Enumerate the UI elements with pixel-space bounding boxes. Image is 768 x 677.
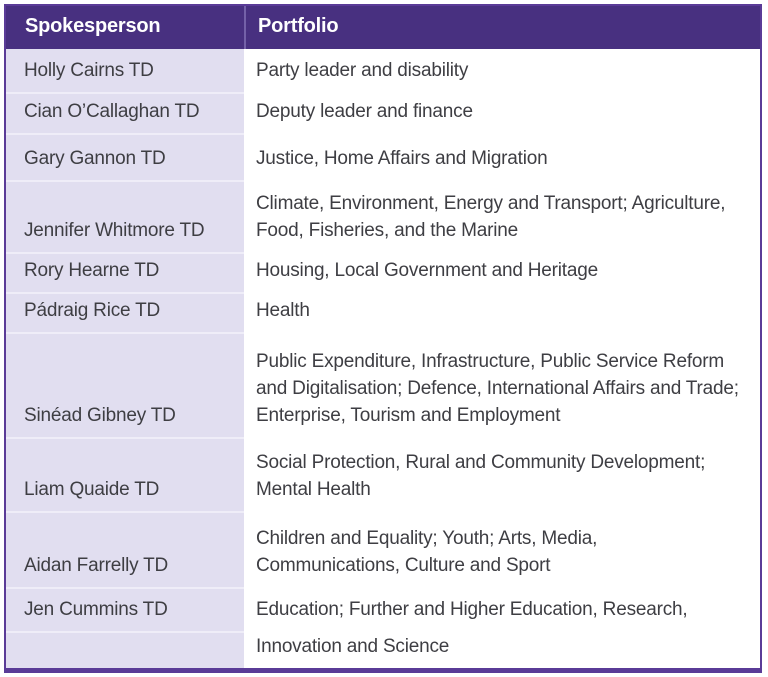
spokesperson-cell: Cian O’Callaghan TD (6, 92, 244, 133)
spokesperson-cell: Holly Cairns TD (6, 49, 244, 92)
portfolio-cell: Party leader and disability (244, 49, 760, 92)
table-row: Gary Gannon TD Justice, Home Affairs and… (6, 133, 760, 180)
portfolio-cell: Deputy leader and finance (244, 92, 760, 133)
header-row: Spokesperson Portfolio (6, 6, 760, 49)
table-row: Jen Cummins TD Education; Further and Hi… (6, 587, 760, 631)
table-row: Aidan Farrelly TD Children and Equality;… (6, 511, 760, 587)
spokesperson-cell: Gary Gannon TD (6, 133, 244, 180)
table-row: Sinéad Gibney TD Public Expenditure, Inf… (6, 332, 760, 437)
portfolio-cell: Justice, Home Affairs and Migration (244, 133, 760, 180)
table-row: Rory Hearne TD Housing, Local Government… (6, 252, 760, 292)
spokesperson-cell: Pádraig Rice TD (6, 292, 244, 332)
portfolio-cell: Education; Further and Higher Education,… (244, 587, 760, 631)
portfolio-cell: Climate, Environment, Energy and Transpo… (244, 180, 760, 252)
spokesperson-cell: Jen Cummins TD (6, 587, 244, 631)
spokesperson-cell (6, 631, 244, 668)
portfolio-cell: Children and Equality; Youth; Arts, Medi… (244, 511, 760, 587)
column-header-spokesperson: Spokesperson (6, 6, 244, 49)
portfolio-cell: Housing, Local Government and Heritage (244, 252, 760, 292)
spokesperson-cell: Jennifer Whitmore TD (6, 180, 244, 252)
table-header: Spokesperson Portfolio (6, 6, 760, 49)
portfolio-cell: Social Protection, Rural and Community D… (244, 437, 760, 511)
table-body: Holly Cairns TD Party leader and disabil… (6, 49, 760, 668)
spokesperson-cell: Rory Hearne TD (6, 252, 244, 292)
table-row: Pádraig Rice TD Health (6, 292, 760, 332)
portfolio-cell: Public Expenditure, Infrastructure, Publ… (244, 332, 760, 437)
table-row: Cian O’Callaghan TD Deputy leader and fi… (6, 92, 760, 133)
spokesperson-cell: Sinéad Gibney TD (6, 332, 244, 437)
table: Spokesperson Portfolio Holly Cairns TD P… (4, 4, 762, 673)
column-header-portfolio: Portfolio (244, 6, 760, 49)
table-row: Liam Quaide TD Social Protection, Rural … (6, 437, 760, 511)
spokesperson-portfolio-table: Spokesperson Portfolio Holly Cairns TD P… (4, 4, 762, 673)
spokesperson-cell: Liam Quaide TD (6, 437, 244, 511)
spokesperson-cell: Aidan Farrelly TD (6, 511, 244, 587)
table-row: Innovation and Science (6, 631, 760, 668)
portfolio-cell: Innovation and Science (244, 631, 760, 668)
portfolio-cell: Health (244, 292, 760, 332)
table-row: Jennifer Whitmore TD Climate, Environmen… (6, 180, 760, 252)
table-row: Holly Cairns TD Party leader and disabil… (6, 49, 760, 92)
